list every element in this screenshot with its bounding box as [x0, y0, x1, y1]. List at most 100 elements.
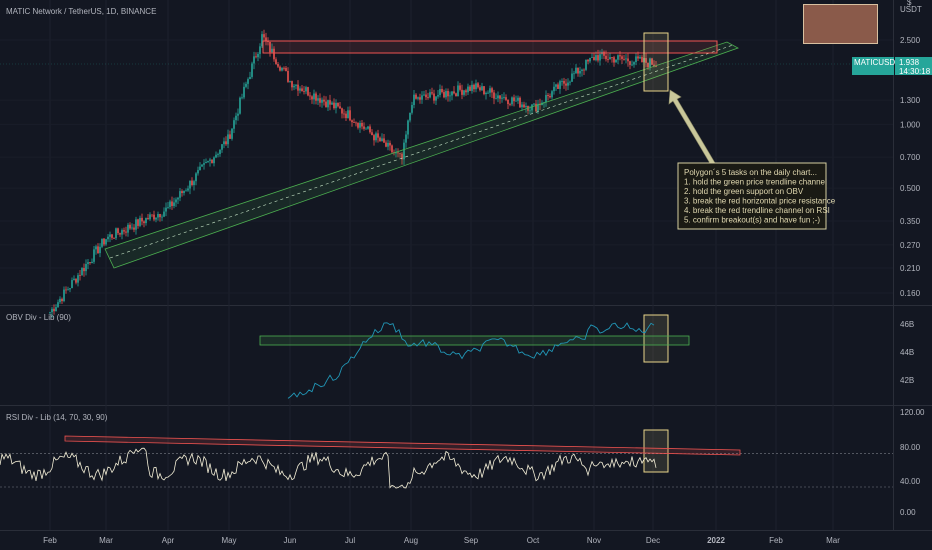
candle-body — [205, 162, 207, 164]
candle-body — [469, 86, 471, 91]
candle-body — [243, 86, 245, 98]
candle-body — [491, 88, 493, 93]
candle-body — [91, 261, 93, 264]
candle-body — [363, 126, 365, 129]
x-tick-label: Apr — [162, 536, 175, 545]
candle-body — [385, 142, 387, 147]
candle-body — [59, 298, 61, 303]
annotation-line: 4. break the red trendline channel on RS… — [684, 206, 830, 215]
candle-body — [197, 170, 199, 174]
candle-body — [285, 67, 287, 71]
candle-body — [395, 152, 397, 154]
candle-body — [165, 207, 167, 212]
candle-body — [67, 289, 69, 291]
candle-body — [121, 230, 123, 235]
candle-body — [249, 76, 251, 80]
price-tick-label: 0.500 — [900, 184, 921, 193]
candle-body — [553, 86, 555, 92]
rsi-tick-label: 80.00 — [900, 443, 921, 452]
candle-body — [419, 97, 421, 100]
candle-body — [449, 95, 451, 97]
candle-body — [579, 70, 581, 74]
x-tick-label: Feb — [769, 536, 783, 545]
candle-body — [429, 92, 431, 98]
candle-body — [459, 85, 461, 90]
price-tick-label: 0.210 — [900, 264, 921, 273]
candle-body — [397, 152, 399, 154]
candle-body — [629, 61, 631, 65]
support-channel — [104, 41, 739, 269]
candle-body — [509, 104, 511, 105]
candle-body — [161, 216, 163, 218]
candle-body — [257, 53, 259, 58]
chart-thumbnail[interactable] — [803, 4, 878, 44]
candle-body — [87, 262, 89, 264]
candle-body — [651, 58, 653, 65]
candle-body — [383, 138, 385, 143]
candle-body — [461, 89, 463, 95]
candle-body — [365, 128, 367, 130]
rsi-line — [0, 447, 657, 489]
candle-body — [273, 48, 275, 60]
candle-body — [163, 211, 165, 217]
rsi-tick-label: 120.00 — [900, 408, 925, 417]
candle-body — [133, 227, 135, 230]
price-tick-label: 1.000 — [900, 120, 921, 129]
candle-body — [193, 181, 195, 186]
candle-body — [519, 97, 521, 108]
price-tag-box — [852, 57, 894, 75]
candle-body — [61, 298, 63, 302]
candle-body — [145, 218, 147, 224]
candle-body — [85, 263, 87, 272]
candle-body — [647, 62, 649, 68]
candle-body — [213, 157, 215, 164]
candle-body — [405, 134, 407, 143]
candle-body — [453, 91, 455, 94]
candle-body — [567, 82, 569, 86]
candle-body — [479, 87, 481, 91]
candle-body — [119, 233, 121, 235]
candle-body — [53, 308, 55, 312]
x-tick-label: Aug — [404, 536, 418, 545]
candle-body — [545, 95, 547, 103]
candle-body — [351, 120, 353, 123]
candle-body — [343, 113, 345, 115]
candle-body — [621, 56, 623, 59]
candle-body — [255, 56, 257, 58]
candle-body — [623, 58, 625, 60]
candle-body — [439, 88, 441, 96]
candle-body — [359, 122, 361, 128]
candle-body — [465, 90, 467, 93]
candle-body — [613, 57, 615, 63]
candle-body — [83, 268, 85, 272]
candle-body — [387, 142, 389, 147]
x-tick-label: Mar — [99, 536, 113, 545]
candle-body — [159, 213, 161, 218]
candle-body — [357, 122, 359, 128]
candle-body — [77, 275, 79, 283]
x-tick-label: Mar — [826, 536, 840, 545]
candle-body — [311, 96, 313, 100]
candle-body — [63, 289, 65, 302]
candle-body — [123, 230, 125, 232]
candle-body — [379, 137, 381, 142]
price-tick-label: 0.350 — [900, 217, 921, 226]
candle-body — [173, 202, 175, 206]
candle-body — [631, 64, 633, 66]
candle-body — [261, 34, 263, 47]
x-tick-label: Jul — [345, 536, 355, 545]
candle-body — [495, 98, 497, 100]
candle-body — [637, 56, 639, 59]
annotation-line: 3. break the red horizontal price resist… — [684, 197, 836, 206]
candle-body — [603, 51, 605, 56]
candle-body — [515, 100, 517, 102]
candle-body — [467, 86, 469, 93]
obv-tick-label: 44B — [900, 348, 914, 357]
candle-body — [195, 173, 197, 182]
candle-body — [279, 66, 281, 71]
candle-body — [113, 237, 115, 239]
candle-body — [475, 83, 477, 90]
candle-body — [295, 84, 297, 86]
obv-support-box — [259, 335, 690, 346]
